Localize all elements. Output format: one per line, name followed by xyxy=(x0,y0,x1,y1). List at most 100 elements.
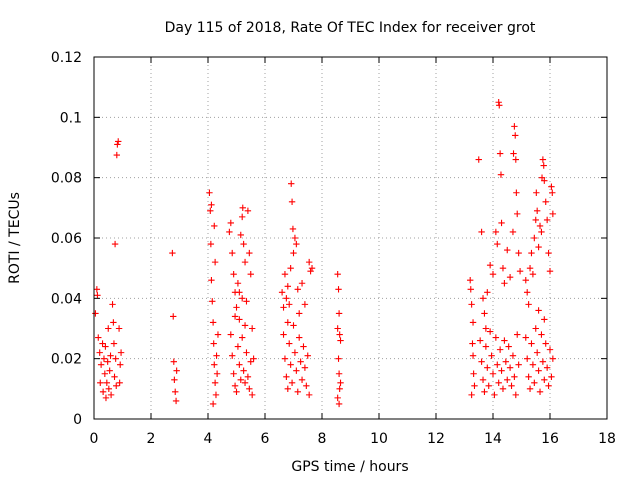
data-point xyxy=(512,391,519,399)
y-tick-label: 0.1 xyxy=(60,110,82,126)
data-point xyxy=(489,370,497,377)
data-point xyxy=(486,328,494,335)
data-point xyxy=(287,264,294,272)
data-point xyxy=(501,337,508,344)
data-point xyxy=(286,340,293,347)
data-point xyxy=(291,234,299,242)
chart-title: Day 115 of 2018, Rate Of TEC Index for r… xyxy=(165,20,536,36)
data-point xyxy=(97,361,105,368)
data-point xyxy=(499,264,507,272)
data-point xyxy=(208,277,215,284)
data-point xyxy=(305,258,313,266)
data-point xyxy=(207,207,214,215)
data-point xyxy=(115,138,122,145)
data-point xyxy=(283,295,290,302)
data-point xyxy=(504,376,511,383)
data-point xyxy=(301,301,309,308)
data-point xyxy=(172,397,180,405)
data-point xyxy=(467,277,474,284)
y-axis-label: ROTI / TECUs xyxy=(7,192,23,284)
data-point xyxy=(247,271,254,278)
data-point xyxy=(286,301,293,308)
data-point xyxy=(546,346,554,353)
data-point xyxy=(484,364,491,371)
data-point xyxy=(334,325,341,332)
data-point xyxy=(524,289,531,296)
data-point xyxy=(498,219,505,227)
data-point xyxy=(495,379,502,386)
data-point xyxy=(298,376,306,383)
data-point xyxy=(170,358,177,365)
data-point xyxy=(109,301,116,308)
data-point xyxy=(535,307,542,314)
data-point xyxy=(243,298,250,305)
data-point xyxy=(95,334,102,341)
data-point xyxy=(536,222,544,230)
data-point xyxy=(287,361,294,368)
data-point xyxy=(303,382,310,390)
data-point xyxy=(284,283,291,290)
data-point xyxy=(549,210,557,218)
data-point xyxy=(469,352,477,359)
x-tick-label: 10 xyxy=(370,431,388,447)
data-point xyxy=(545,382,552,390)
y-tick-label: 0.08 xyxy=(51,171,82,187)
x-tick-label: 12 xyxy=(427,431,445,447)
data-point xyxy=(516,267,524,275)
data-point xyxy=(105,385,113,393)
data-point xyxy=(240,367,247,374)
data-point xyxy=(538,228,545,236)
data-point xyxy=(99,340,106,347)
data-point xyxy=(102,394,110,402)
data-point xyxy=(305,391,313,399)
data-point xyxy=(546,267,554,275)
data-point xyxy=(481,388,488,396)
data-point xyxy=(533,349,541,356)
y-tick-label: 0.04 xyxy=(51,291,82,307)
data-point xyxy=(548,373,555,380)
data-point xyxy=(536,388,544,396)
data-point xyxy=(209,298,216,305)
x-tick-label: 0 xyxy=(90,431,99,447)
data-point xyxy=(243,349,250,356)
data-point xyxy=(230,370,237,377)
data-point xyxy=(505,343,512,350)
data-point xyxy=(476,337,484,344)
y-tick-label: 0.02 xyxy=(51,352,82,368)
y-tick-label: 0.06 xyxy=(51,231,82,247)
data-point xyxy=(504,246,511,254)
data-point xyxy=(492,334,500,341)
data-point xyxy=(250,355,257,362)
data-point xyxy=(529,361,537,368)
data-point xyxy=(112,355,119,362)
data-point xyxy=(288,180,295,187)
data-point xyxy=(494,361,501,368)
data-point xyxy=(542,198,549,205)
data-point xyxy=(514,331,521,338)
data-point xyxy=(513,189,520,196)
data-point xyxy=(508,382,515,390)
data-point xyxy=(532,216,539,224)
data-point xyxy=(169,249,176,257)
data-point xyxy=(512,156,519,163)
data-point xyxy=(543,364,551,371)
data-point xyxy=(211,258,219,266)
y-tick-label: 0.12 xyxy=(51,50,82,66)
data-point xyxy=(482,343,490,350)
data-point xyxy=(522,277,529,284)
data-point xyxy=(335,286,342,293)
data-point xyxy=(479,376,487,383)
y-axis-ticks: 0 0.02 0.04 0.06 0.08 0.1 0.12 xyxy=(51,50,607,428)
data-point xyxy=(244,207,252,215)
data-point xyxy=(336,385,343,393)
data-point xyxy=(335,400,343,408)
data-point xyxy=(211,379,219,386)
data-point xyxy=(294,388,301,396)
data-point xyxy=(278,289,286,296)
data-point xyxy=(280,304,287,311)
data-point xyxy=(468,301,475,308)
data-point xyxy=(105,325,112,332)
data-point xyxy=(484,289,491,296)
data-point xyxy=(110,319,117,326)
